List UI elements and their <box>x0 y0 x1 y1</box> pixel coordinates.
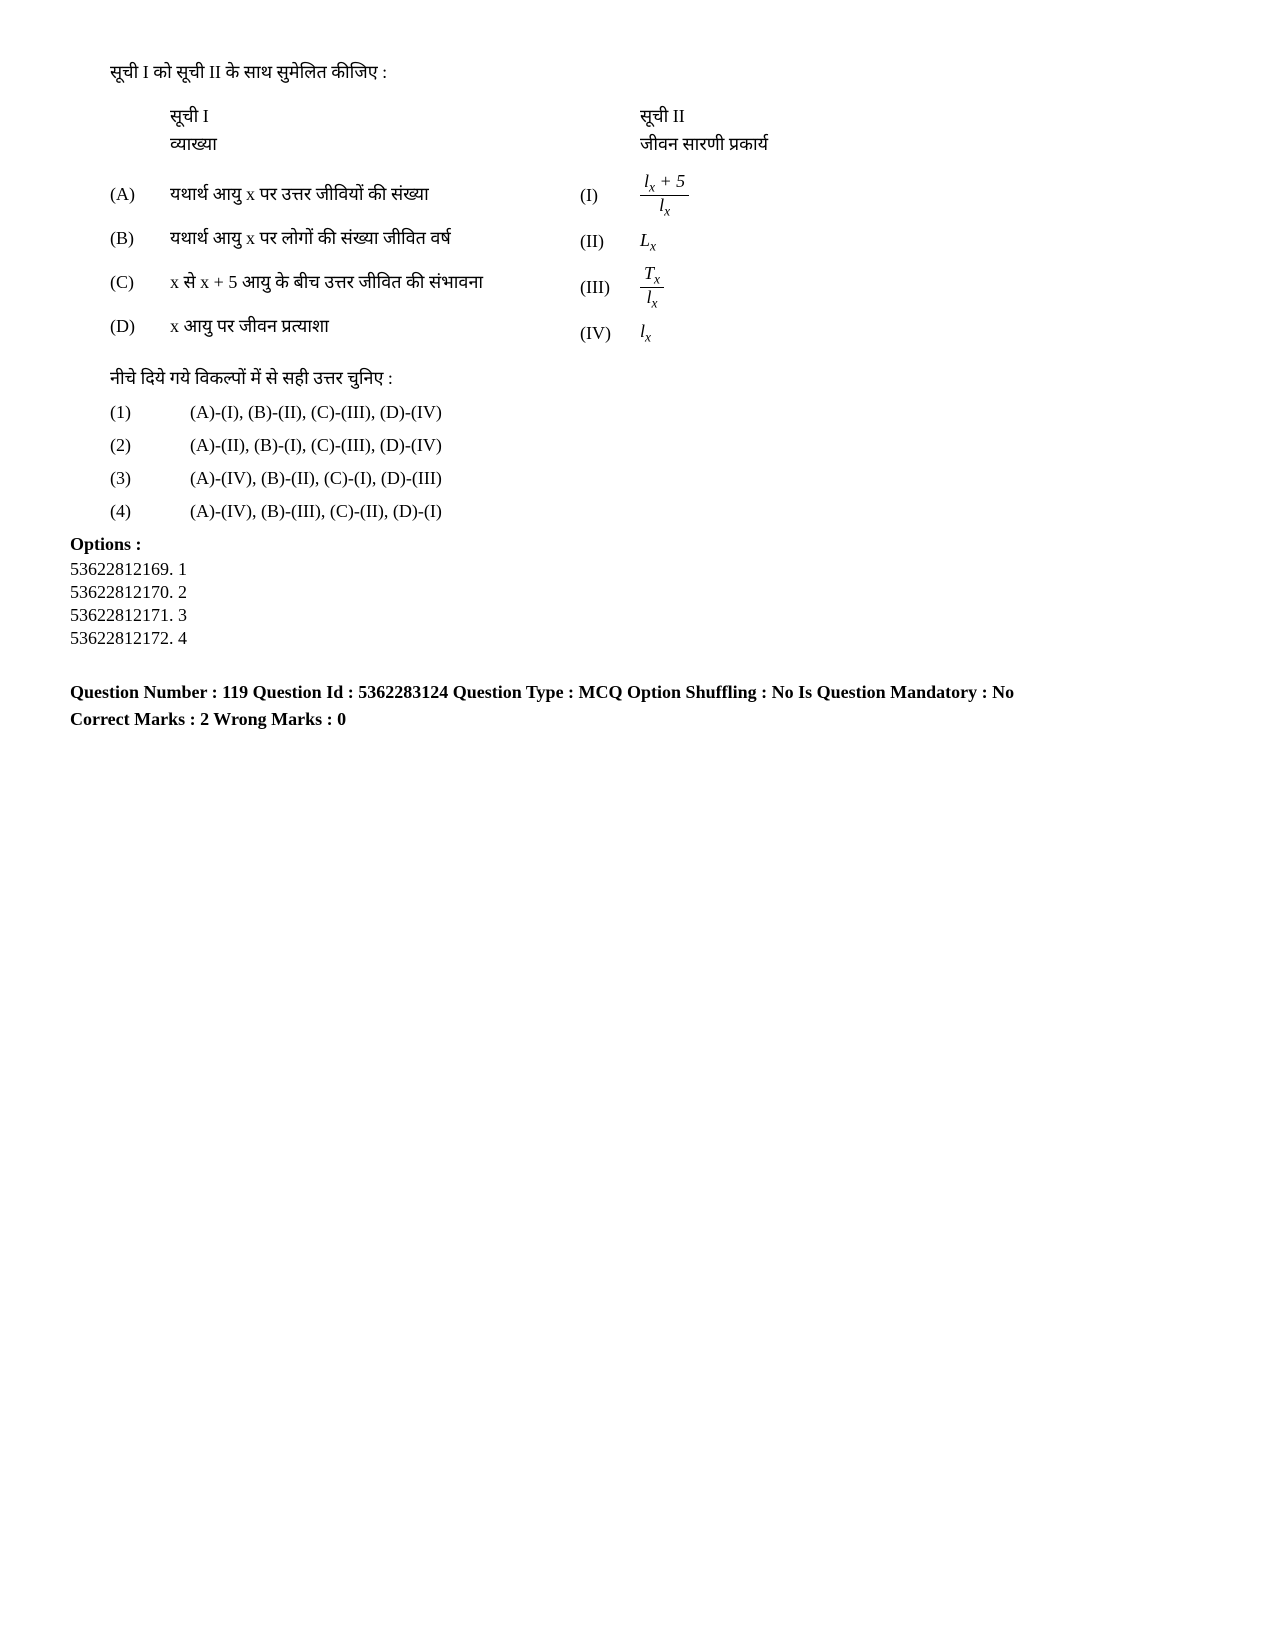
answer-choice: (2) (A)-(II), (B)-(I), (C)-(III), (D)-(I… <box>110 435 1205 456</box>
question-meta: Question Number : 119 Question Id : 5362… <box>70 679 1205 733</box>
list2-item-formula: Txlx <box>640 264 880 312</box>
options-heading: Options : <box>70 534 1205 555</box>
list1-item-label: (B) <box>110 228 170 249</box>
option-line: 53622812172. 4 <box>70 628 1205 649</box>
list2-item-formula: lx <box>640 321 880 346</box>
list1-item-text: यथार्थ आयु x पर उत्तर जीवियों की संख्या <box>170 182 580 206</box>
list1-title: सूची I <box>170 104 209 128</box>
meta-line-1: Question Number : 119 Question Id : 5362… <box>70 679 1205 706</box>
list2-title: सूची II <box>640 104 685 128</box>
list1-row: (C) x से x + 5 आयु के बीच उत्तर जीवित की… <box>110 260 580 304</box>
lists-container: सूची I व्याख्या (A) यथार्थ आयु x पर उत्त… <box>110 104 1205 356</box>
list1-item-label: (A) <box>110 184 170 205</box>
list2-row: (III) Txlx <box>580 264 880 312</box>
list2-item-formula: lx + 5lx <box>640 172 880 220</box>
answer-text: (A)-(I), (B)-(II), (C)-(III), (D)-(IV) <box>190 402 1205 423</box>
answer-choice: (3) (A)-(IV), (B)-(II), (C)-(I), (D)-(II… <box>110 468 1205 489</box>
list1-item-text: यथार्थ आयु x पर लोगों की संख्या जीवित वर… <box>170 226 580 250</box>
list2-row: (I) lx + 5lx <box>580 172 880 220</box>
answer-num: (1) <box>110 402 190 423</box>
option-line: 53622812171. 3 <box>70 605 1205 626</box>
list-2: सूची II जीवन सारणी प्रकार्य (I) lx + 5lx… <box>580 104 880 356</box>
option-line: 53622812170. 2 <box>70 582 1205 603</box>
option-line: 53622812169. 1 <box>70 559 1205 580</box>
list2-item-label: (I) <box>580 185 640 206</box>
list1-row: (D) x आयु पर जीवन प्रत्याशा <box>110 304 580 348</box>
answer-choice: (1) (A)-(I), (B)-(II), (C)-(III), (D)-(I… <box>110 402 1205 423</box>
list2-item-label: (II) <box>580 231 640 252</box>
choose-instruction: नीचे दिये गये विकल्पों में से सही उत्तर … <box>110 366 1205 390</box>
answer-text: (A)-(II), (B)-(I), (C)-(III), (D)-(IV) <box>190 435 1205 456</box>
list1-item-label: (C) <box>110 272 170 293</box>
list2-item-formula: Lx <box>640 230 880 255</box>
list2-row: (II) Lx <box>580 220 880 264</box>
answer-num: (2) <box>110 435 190 456</box>
list1-subtitle: व्याख्या <box>170 132 217 156</box>
list2-item-label: (IV) <box>580 323 640 344</box>
answer-num: (3) <box>110 468 190 489</box>
meta-line-2: Correct Marks : 2 Wrong Marks : 0 <box>70 706 1205 733</box>
answer-text: (A)-(IV), (B)-(II), (C)-(I), (D)-(III) <box>190 468 1205 489</box>
list1-item-text: x आयु पर जीवन प्रत्याशा <box>170 314 580 338</box>
answer-text: (A)-(IV), (B)-(III), (C)-(II), (D)-(I) <box>190 501 1205 522</box>
list1-row: (A) यथार्थ आयु x पर उत्तर जीवियों की संख… <box>110 172 580 216</box>
list1-item-text: x से x + 5 आयु के बीच उत्तर जीवित की संभ… <box>170 270 580 294</box>
list2-row: (IV) lx <box>580 312 880 356</box>
question-instruction: सूची I को सूची II के साथ सुमेलित कीजिए : <box>110 60 1205 84</box>
list-1: सूची I व्याख्या (A) यथार्थ आयु x पर उत्त… <box>110 104 580 356</box>
list1-row: (B) यथार्थ आयु x पर लोगों की संख्या जीवि… <box>110 216 580 260</box>
list2-subtitle: जीवन सारणी प्रकार्य <box>640 132 768 156</box>
answer-choice: (4) (A)-(IV), (B)-(III), (C)-(II), (D)-(… <box>110 501 1205 522</box>
answer-num: (4) <box>110 501 190 522</box>
list2-item-label: (III) <box>580 277 640 298</box>
list1-item-label: (D) <box>110 316 170 337</box>
